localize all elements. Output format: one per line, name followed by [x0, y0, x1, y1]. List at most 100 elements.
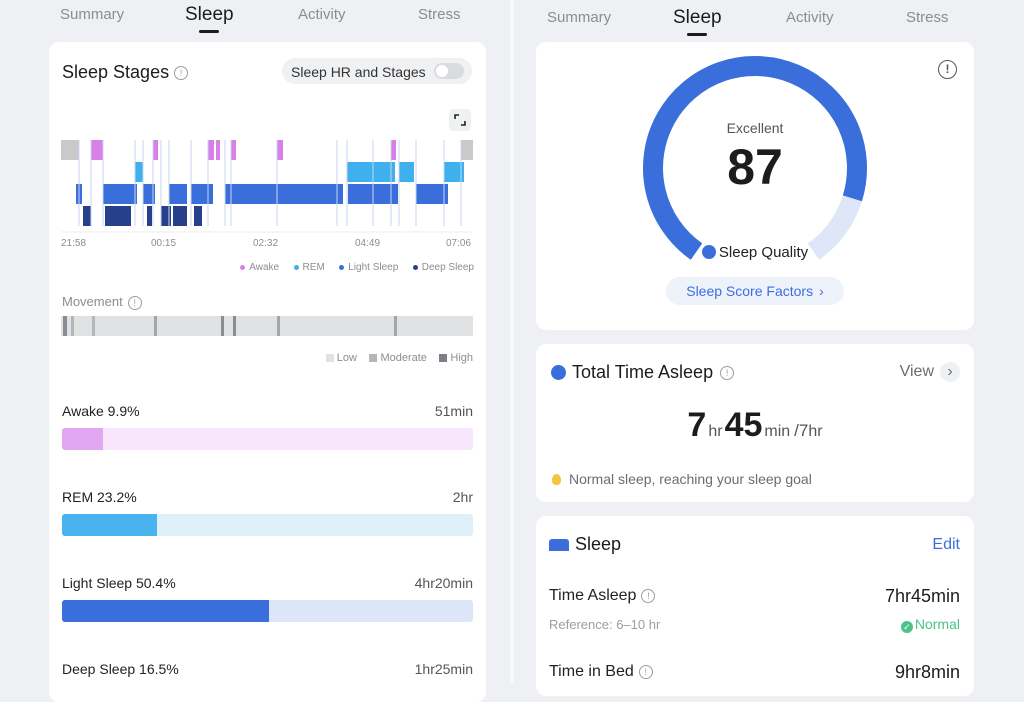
legend-moderate: Moderate [369, 352, 427, 364]
awake-segment [91, 140, 103, 160]
moon-icon [551, 365, 566, 380]
time-tick: 00:15 [151, 238, 177, 249]
gauge-fill [643, 56, 867, 260]
score-label-text: Sleep Quality [718, 244, 809, 261]
time-asleep-label: Time Asleep! [549, 587, 656, 605]
moon-icon [701, 245, 716, 259]
tab-sleep[interactable]: Sleep [185, 4, 234, 25]
light-dot-icon [339, 264, 345, 270]
sleep-detail-card: Sleep Edit Time Asleep! 7hr45min Referen… [536, 516, 974, 696]
stage-duration: 2hr [452, 489, 473, 505]
score-value: 87 [727, 139, 783, 195]
tab-stress[interactable]: Stress [906, 9, 949, 26]
movement-mark [277, 316, 280, 336]
light-segment [191, 184, 213, 204]
sleep-score-factors-label: Sleep Score Factors [686, 283, 814, 299]
total-time-title: Total Time Asleep! [551, 362, 735, 383]
light-segment [225, 184, 337, 204]
time-tick: 07:06 [446, 238, 472, 249]
goal-value: /7 [794, 421, 809, 440]
time-tick: 04:49 [355, 238, 381, 249]
rem-segment [135, 162, 143, 182]
movement-mark [233, 316, 236, 336]
left-panel: Summary Sleep Activity Stress Sleep Stag… [0, 0, 510, 702]
sleep-stages-card: Sleep Stages! Sleep HR and Stages 21:58 … [49, 42, 486, 702]
stage-transition-lines [78, 140, 462, 226]
moderate-swatch-icon [369, 354, 378, 363]
deep-segment [147, 206, 152, 226]
rem-segments [135, 162, 464, 182]
movement-mark [71, 316, 74, 336]
view-button[interactable]: View › [900, 362, 960, 382]
toggle-switch[interactable] [434, 63, 464, 79]
hypnogram-legend: Awake REM Light Sleep Deep Sleep [219, 257, 474, 273]
tab-summary[interactable]: Summary [547, 9, 612, 26]
active-tab-indicator [199, 30, 219, 33]
movement-legend: Low Moderate High [279, 348, 473, 364]
rem-segment [444, 162, 464, 182]
awake-segment [208, 140, 214, 160]
tab-activity[interactable]: Activity [298, 6, 346, 23]
score-label: Sleep Quality [536, 244, 974, 261]
right-panel: Summary Sleep Activity Stress ! Excellen… [514, 0, 1024, 696]
status-badge: ✓ Normal [900, 616, 960, 633]
view-label: View [899, 363, 934, 380]
info-icon[interactable]: ! [638, 664, 653, 679]
info-icon[interactable]: ! [938, 60, 957, 79]
sleep-score-factors-button[interactable]: Sleep Score Factors › [666, 277, 844, 305]
total-time-card: Total Time Asleep! View › 7 hr45 min/7hr No… [536, 344, 974, 502]
deep-segment [194, 206, 202, 226]
info-icon[interactable]: ! [720, 366, 735, 381]
light-segment [129, 184, 137, 204]
awake-segment [216, 140, 220, 160]
info-icon[interactable]: ! [127, 295, 142, 310]
tab-sleep[interactable]: Sleep [673, 7, 722, 28]
rem-segment [399, 162, 414, 182]
awake-segments [61, 140, 473, 160]
tab-stress[interactable]: Stress [418, 6, 461, 23]
deep-segment [173, 206, 187, 226]
edit-button[interactable]: Edit [932, 536, 960, 553]
panel-divider [510, 0, 514, 683]
rem-segment [373, 162, 395, 182]
info-icon[interactable]: ! [174, 66, 189, 81]
sleep-goal-note: Normal sleep, reaching your sleep goal [552, 471, 812, 487]
light-segment [169, 184, 187, 204]
status-text: Normal [914, 616, 960, 632]
legend-low: Low [325, 352, 357, 364]
expand-icon[interactable] [449, 109, 471, 131]
bed-icon [549, 539, 569, 551]
awake-segment [391, 140, 396, 160]
sleep-hr-toggle[interactable]: Sleep HR and Stages [282, 58, 472, 84]
score-gauge [643, 56, 867, 260]
legend-high: High [439, 352, 473, 364]
legend-light-label: Light Sleep [348, 262, 399, 273]
sleep-detail-title: Sleep [549, 534, 621, 555]
stage-bar-fill [62, 428, 103, 450]
stage-label: Light Sleep 50.4% [62, 575, 176, 591]
sleep-score-card: ! Excellent 87 Sleep Quality Sleep Score… [536, 42, 974, 330]
left-tab-bar: Summary Sleep Activity Stress [0, 0, 510, 40]
stage-label: Deep Sleep 16.5% [62, 661, 179, 677]
movement-mark [154, 316, 157, 336]
time-tick: 02:32 [253, 238, 279, 249]
awake-segment [231, 140, 236, 160]
light-sleep-segments [76, 184, 448, 204]
stage-bar [62, 514, 473, 536]
light-segment [337, 184, 343, 204]
deep-segment [83, 206, 91, 226]
stage-label: REM 23.2% [62, 489, 137, 505]
deep-dot-icon [412, 264, 418, 270]
legend-awake-label: Awake [249, 262, 280, 273]
movement-mark [63, 316, 67, 336]
stage-duration: 51min [434, 403, 473, 419]
stage-bar-fill [62, 600, 270, 622]
movement-mark [221, 316, 224, 336]
info-icon[interactable]: ! [641, 588, 656, 603]
tab-activity[interactable]: Activity [786, 9, 834, 26]
tab-summary[interactable]: Summary [60, 6, 125, 23]
sleep-stages-title: Sleep Stages! [62, 62, 189, 83]
legend-low-label: Low [336, 352, 357, 364]
time-asleep-value: 7hr45min [884, 586, 960, 606]
total-time-value: 7 hr45 min/7hr [536, 406, 974, 445]
